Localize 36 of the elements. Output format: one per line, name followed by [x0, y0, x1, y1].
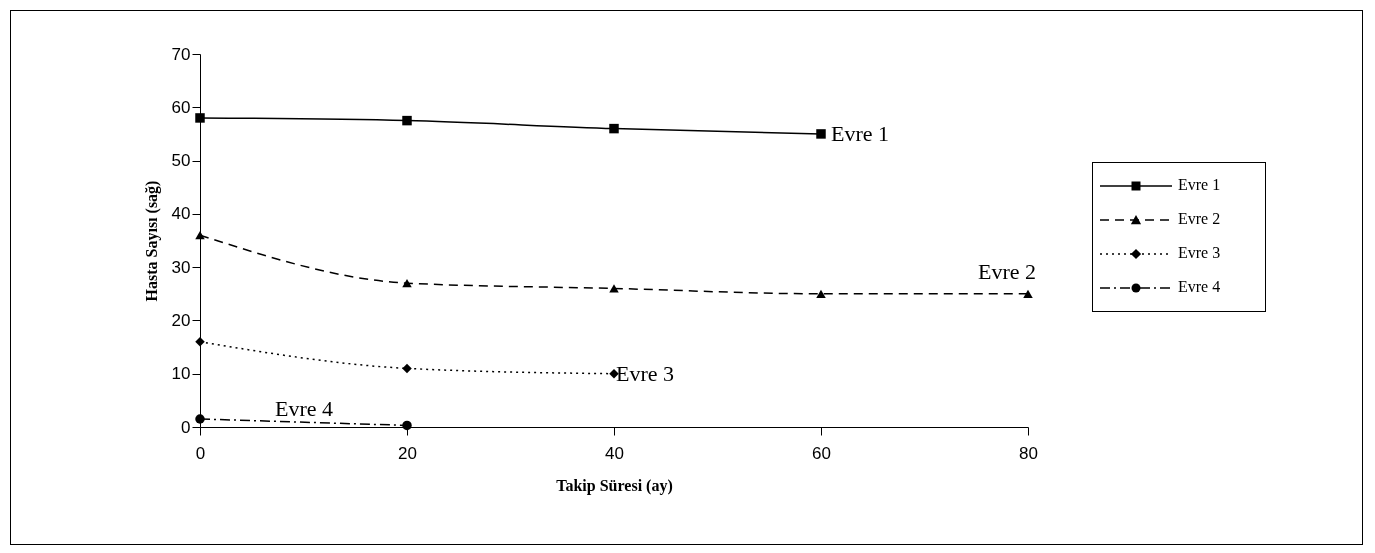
point — [402, 420, 412, 431]
legend-label: Evre 3 — [1178, 243, 1221, 261]
legend-label: Evre 4 — [1178, 277, 1221, 295]
x-tick-label: 80 — [1019, 443, 1038, 463]
annotation: Evre 1 — [831, 120, 890, 146]
annotation: Evre 3 — [616, 360, 675, 386]
point — [816, 129, 826, 139]
point — [402, 279, 412, 288]
x-tick-label: 0 — [195, 443, 206, 463]
y-tick-label: 60 — [171, 97, 191, 117]
x-tick-label: 60 — [812, 443, 831, 463]
y-tick-label: 40 — [171, 204, 191, 224]
point — [195, 113, 205, 123]
y-tick-label: 0 — [181, 417, 191, 437]
y-tick-label: 70 — [171, 44, 191, 64]
point — [609, 123, 619, 134]
legend-label: Evre 2 — [1178, 209, 1221, 227]
x-tick-label: 40 — [605, 443, 624, 463]
point — [402, 363, 412, 374]
y-axis-title: Hasta Sayısı (sağ) — [142, 180, 161, 302]
point — [195, 231, 205, 240]
x-axis-title: Takip Süresi (ay) — [556, 476, 673, 495]
point — [609, 284, 619, 293]
y-tick-label: 50 — [171, 151, 191, 171]
x-tick-label: 20 — [398, 443, 417, 463]
point — [816, 289, 826, 298]
point — [195, 337, 205, 347]
point — [195, 414, 205, 424]
y-tick-label: 20 — [171, 310, 191, 330]
annotation: Evre 2 — [977, 258, 1036, 284]
point — [1023, 289, 1033, 298]
legend-label: Evre 1 — [1178, 175, 1221, 193]
y-tick-label: 10 — [171, 364, 191, 384]
point — [402, 115, 412, 126]
annotation: Evre 4 — [275, 396, 334, 422]
y-tick-label: 30 — [171, 257, 191, 277]
